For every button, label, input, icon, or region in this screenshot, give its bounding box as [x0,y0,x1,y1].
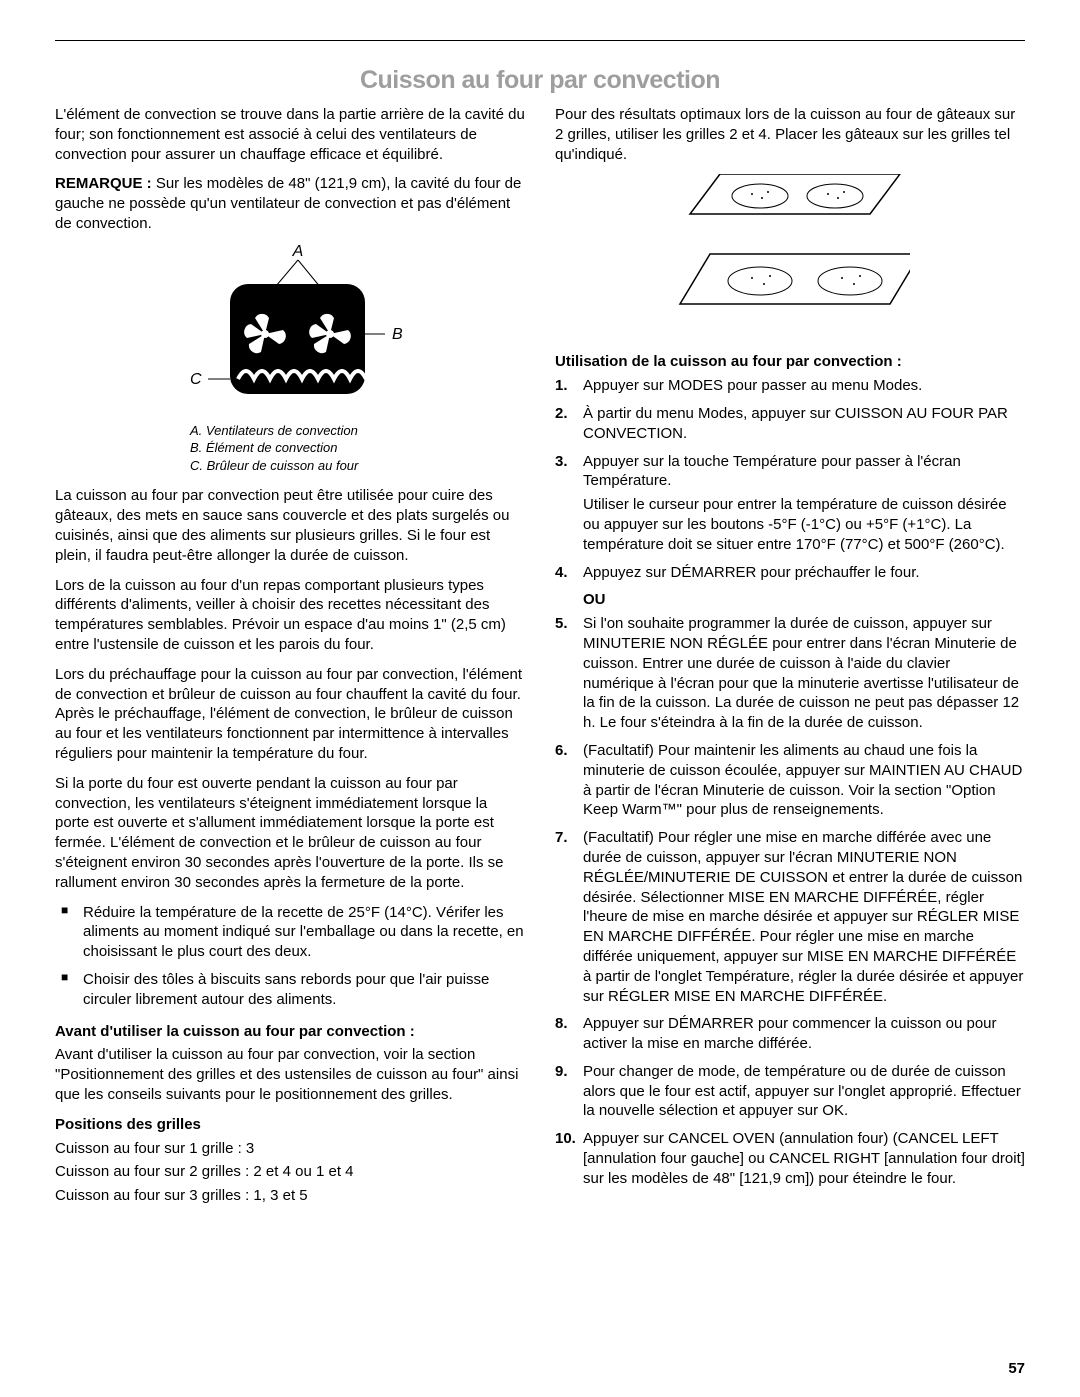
usage-steps-2: 5.Si l'on souhaite programmer la durée d… [555,614,1025,1189]
left-p3: Lors du préchauffage pour la cuisson au … [55,665,525,764]
subhead-rack-positions: Positions des grilles [55,1115,525,1135]
figure1-caption: A. Ventilateurs de convection B. Élément… [190,422,390,475]
fig1-cap-c: C. Brûleur de cuisson au four [190,457,390,475]
left-bullet-2: Choisir des tôles à biscuits sans rebord… [55,970,525,1010]
step-3-sub: Utiliser le curseur pour entrer la tempé… [583,495,1025,554]
fig1-label-a: A [292,244,304,260]
oven-back-icon: A [160,244,420,414]
right-column: Pour des résultats optimaux lors de la c… [555,105,1025,1216]
figure-oven-back: A [55,244,525,475]
content-columns: L'élément de convection se trouve dans l… [55,105,1025,1216]
top-rule [55,40,1025,41]
step-ou: OU [555,590,1025,610]
step-4: 4.Appuyez sur DÉMARRER pour préchauffer … [555,563,1025,583]
step-8: 8.Appuyer sur DÉMARRER pour commencer la… [555,1014,1025,1054]
fig1-label-b: B [392,326,403,343]
rack-pos-3: Cuisson au four sur 3 grilles : 1, 3 et … [55,1186,525,1206]
right-intro: Pour des résultats optimaux lors de la c… [555,105,1025,164]
page: Cuisson au four par convection L'élément… [0,0,1080,1397]
rack-pos-1: Cuisson au four sur 1 grille : 3 [55,1139,525,1159]
left-p1: La cuisson au four par convection peut ê… [55,486,525,565]
before-use-para: Avant d'utiliser la cuisson au four par … [55,1045,525,1104]
step-1: 1.Appuyer sur MODES pour passer au menu … [555,376,1025,396]
step-3-text: Appuyer sur la touche Température pour p… [583,453,961,490]
step-8-text: Appuyer sur DÉMARRER pour commencer la c… [583,1015,997,1052]
rack-pos-2: Cuisson au four sur 2 grilles : 2 et 4 o… [55,1162,525,1182]
step-9: 9.Pour changer de mode, de température o… [555,1062,1025,1121]
subhead-usage: Utilisation de la cuisson au four par co… [555,352,1025,372]
step-10: 10.Appuyer sur CANCEL OVEN (annulation f… [555,1129,1025,1188]
left-bullets: Réduire la température de la recette de … [55,903,525,1010]
remarque-label: REMARQUE : [55,175,152,192]
left-bullet-1: Réduire la température de la recette de … [55,903,525,962]
fig1-label-c: C [190,371,202,388]
fig1-cap-a: A. Ventilateurs de convection [190,422,390,440]
remarque-para: REMARQUE : Sur les modèles de 48" (121,9… [55,174,525,233]
step-1-text: Appuyer sur MODES pour passer au menu Mo… [583,377,922,394]
step-9-text: Pour changer de mode, de température ou … [583,1063,1021,1120]
step-7-text: (Facultatif) Pour régler une mise en mar… [583,829,1023,1004]
intro-para: L'élément de convection se trouve dans l… [55,105,525,164]
page-title: Cuisson au four par convection [55,66,1025,95]
figure-racks [555,174,1025,344]
step-6: 6.(Facultatif) Pour maintenir les alimen… [555,741,1025,820]
left-p4: Si la porte du four est ouverte pendant … [55,774,525,893]
step-2: 2.À partir du menu Modes, appuyer sur CU… [555,404,1025,444]
step-6-text: (Facultatif) Pour maintenir les aliments… [583,742,1022,818]
usage-steps: 1.Appuyer sur MODES pour passer au menu … [555,376,1025,582]
step-4-text: Appuyez sur DÉMARRER pour préchauffer le… [583,564,920,581]
left-column: L'élément de convection se trouve dans l… [55,105,525,1216]
racks-icon [670,174,910,344]
fig1-cap-b: B. Élément de convection [190,439,390,457]
step-3: 3.Appuyer sur la touche Température pour… [555,452,1025,555]
step-2-text: À partir du menu Modes, appuyer sur CUIS… [583,405,1008,442]
step-5-text: Si l'on souhaite programmer la durée de … [583,615,1019,731]
page-number: 57 [1008,1360,1025,1377]
subhead-before-use: Avant d'utiliser la cuisson au four par … [55,1022,525,1042]
step-5: 5.Si l'on souhaite programmer la durée d… [555,614,1025,733]
left-p2: Lors de la cuisson au four d'un repas co… [55,576,525,655]
step-7: 7.(Facultatif) Pour régler une mise en m… [555,828,1025,1006]
step-10-text: Appuyer sur CANCEL OVEN (annulation four… [583,1130,1025,1187]
